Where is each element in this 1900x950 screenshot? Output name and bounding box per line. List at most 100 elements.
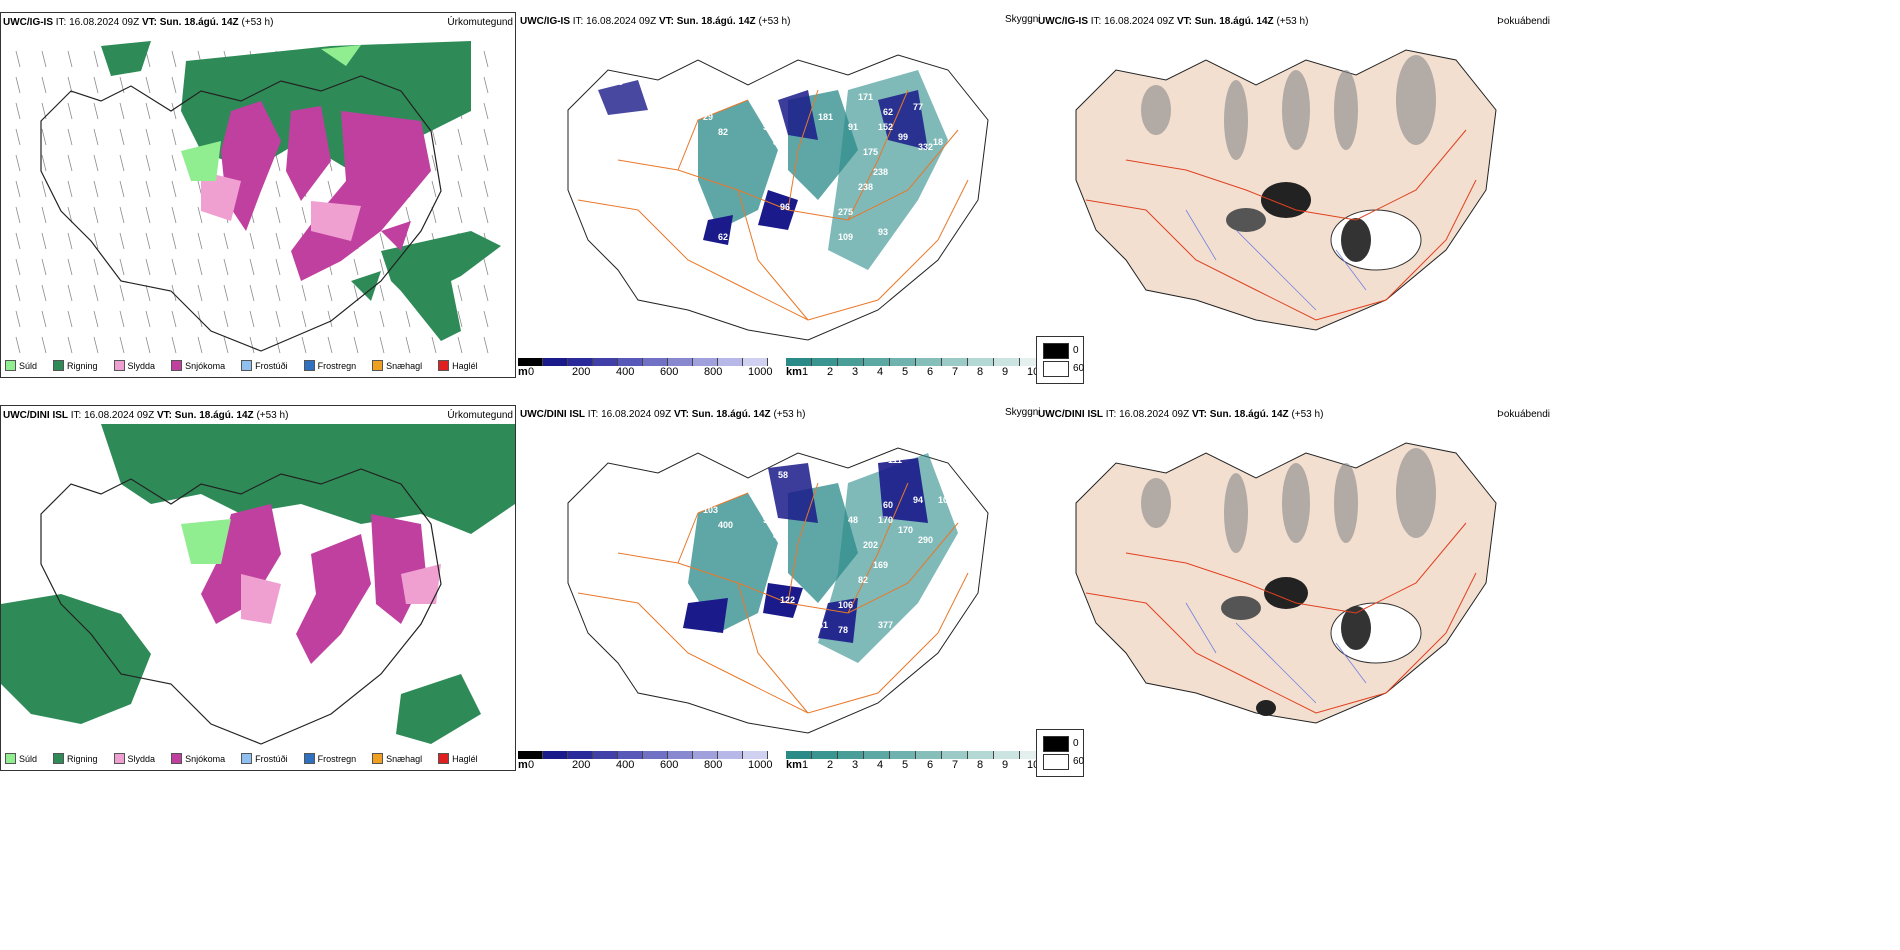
- legend-swatch: [303, 753, 315, 764]
- cloud-base-value: 76: [848, 470, 858, 480]
- cloud-base-value: 290: [918, 535, 933, 545]
- cloud-base-value: 61: [818, 620, 828, 630]
- legend-label: Haglél: [452, 360, 478, 371]
- legend-swatch: [372, 753, 384, 764]
- cloud-base-value: 83: [773, 137, 783, 147]
- cloud-base-value: 238: [858, 182, 873, 192]
- vis-colorbar-top: [786, 358, 1046, 366]
- legend-label: Snjókoma: [185, 360, 226, 371]
- vis-unit: km: [786, 759, 802, 771]
- base-ticks-top: 0 200 400 600 800 1000: [528, 366, 772, 380]
- base-ticks-bottom: 0 200 400 600 800 1000: [528, 759, 772, 773]
- vis-unit: km: [786, 366, 802, 378]
- cloud-base-value: 275: [838, 207, 853, 217]
- cloud-base-value: 170: [878, 515, 893, 525]
- tick-label: 600: [660, 366, 679, 378]
- legend-item: Haglél: [438, 753, 478, 764]
- cloud-title-bottom: Skyggni: [1005, 407, 1041, 418]
- legend-item: Frostúði: [241, 360, 288, 371]
- precip-header-top: UWC/IG-IS IT: 16.08.2024 09Z VT: Sun. 18…: [3, 17, 274, 28]
- legend-swatch: [53, 360, 65, 371]
- vis-ticks-bottom: 1 2 3 4 5 6 7 8 9 10: [802, 759, 1052, 773]
- vis-ticks-top: 1 2 3 4 5 6 7 8 9 10: [802, 366, 1052, 380]
- cloudbase-header-bottom: UWC/DINI ISL IT: 16.08.2024 09Z VT: Sun.…: [520, 409, 806, 420]
- legend-label: Súld: [19, 360, 38, 371]
- tick-label: 1: [802, 366, 809, 378]
- fog-legend-top: 0 60: [1036, 336, 1084, 384]
- tick-label: 800: [704, 366, 723, 378]
- cloud-base-value: 94: [913, 495, 923, 505]
- legend-label: Súld: [19, 753, 38, 764]
- legend-item: Frostregn: [303, 753, 357, 764]
- cloud-base-value: 99: [898, 132, 908, 142]
- legend-swatch: [113, 753, 125, 764]
- cloud-base-value: 171: [858, 92, 873, 102]
- cloud-base-value: 332: [918, 142, 933, 152]
- cloud-base-value: 355: [903, 232, 918, 242]
- legend-label: Snæhagl: [386, 360, 423, 371]
- legend-item: Haglél: [438, 360, 478, 371]
- cloud-base-value: 29: [703, 112, 713, 122]
- base-unit: m: [518, 366, 528, 378]
- cloudbase-header-top: UWC/IG-IS IT: 16.08.2024 09Z VT: Sun. 18…: [520, 16, 791, 27]
- legend-label: Frostregn: [317, 753, 357, 764]
- tick-label: 8: [977, 759, 984, 771]
- legend-label: Frostregn: [317, 360, 357, 371]
- cloud-base-value: 96: [780, 202, 790, 212]
- cloud-base-value: 58: [778, 470, 788, 480]
- legend-swatch: [241, 360, 253, 371]
- tick-label: 1: [802, 759, 809, 771]
- legend-label: Snjókoma: [185, 753, 226, 764]
- cloud-base-value: 122: [780, 595, 795, 605]
- legend-item: Frostúði: [241, 753, 288, 764]
- legend-item: Slydda: [113, 753, 156, 764]
- tick-label: 8: [977, 366, 984, 378]
- fog-header-bottom: UWC/DINI ISL IT: 16.08.2024 09Z VT: Sun.…: [1038, 409, 1324, 420]
- legend-label: Slydda: [127, 753, 156, 764]
- tick-label: 2: [827, 366, 834, 378]
- cloud-base-value: 91: [848, 122, 858, 132]
- legend-swatch: [53, 753, 65, 764]
- tick-label: 7: [952, 366, 959, 378]
- precip-legend-bottom: Súld Rigning Slydda Snjókoma Frostúði Frostre…: [5, 753, 488, 764]
- legend-label: Frostúði: [255, 360, 288, 371]
- tick-label: 7: [952, 759, 959, 771]
- cloud-base-value: 181: [818, 112, 833, 122]
- tick-label: 4: [877, 366, 884, 378]
- precip-header-bottom: UWC/DINI ISL IT: 16.08.2024 09Z VT: Sun.…: [3, 410, 289, 421]
- legend-swatch: [171, 753, 183, 764]
- fog-title: Þokuábendi: [1497, 409, 1550, 420]
- cloud-base-value: 18: [933, 137, 943, 147]
- legend-label: Frostúði: [255, 753, 288, 764]
- cloud-base-value: 76: [613, 77, 623, 87]
- legend-item: Snæhagl: [372, 360, 422, 371]
- cloud-base-value: 62: [718, 232, 728, 242]
- cloud-base-value: 68: [613, 470, 623, 480]
- legend-item: Rigning: [53, 753, 98, 764]
- fog-map-top: [1075, 49, 1497, 331]
- cloud-base-value: 202: [863, 540, 878, 550]
- tick-label: 600: [660, 759, 679, 771]
- cloud-base-value: 106: [838, 600, 853, 610]
- cloud-base-value: 57: [763, 122, 773, 132]
- cloud-base-value: 77: [818, 227, 828, 237]
- legend-item: Súld: [5, 360, 37, 371]
- tick-label: 0: [528, 759, 535, 771]
- cloud-base-value: 377: [878, 620, 893, 630]
- cloud-base-value: 67: [888, 62, 898, 72]
- cloud-base-value: 102: [938, 495, 953, 505]
- tick-label: 5: [902, 759, 909, 771]
- tick-label: 1000: [748, 366, 773, 378]
- tick-label: 800: [704, 759, 723, 771]
- tick-label: 1000: [748, 759, 773, 771]
- cloud-base-value: 400: [718, 520, 733, 530]
- cloud-base-value: 238: [873, 167, 888, 177]
- tick-label: 3: [852, 366, 859, 378]
- legend-item: Snjókoma: [171, 753, 225, 764]
- legend-label: Slydda: [127, 360, 156, 371]
- precip-title: Úrkomutegund: [447, 17, 513, 28]
- cloud-base-value: 60: [883, 500, 893, 510]
- cloud-base-value: 62: [883, 107, 893, 117]
- precip-title: Úrkomutegund: [447, 410, 513, 421]
- fog-panel-bottom: UWC/DINI ISL IT: 16.08.2024 09Z VT: Sun.…: [1036, 405, 1552, 735]
